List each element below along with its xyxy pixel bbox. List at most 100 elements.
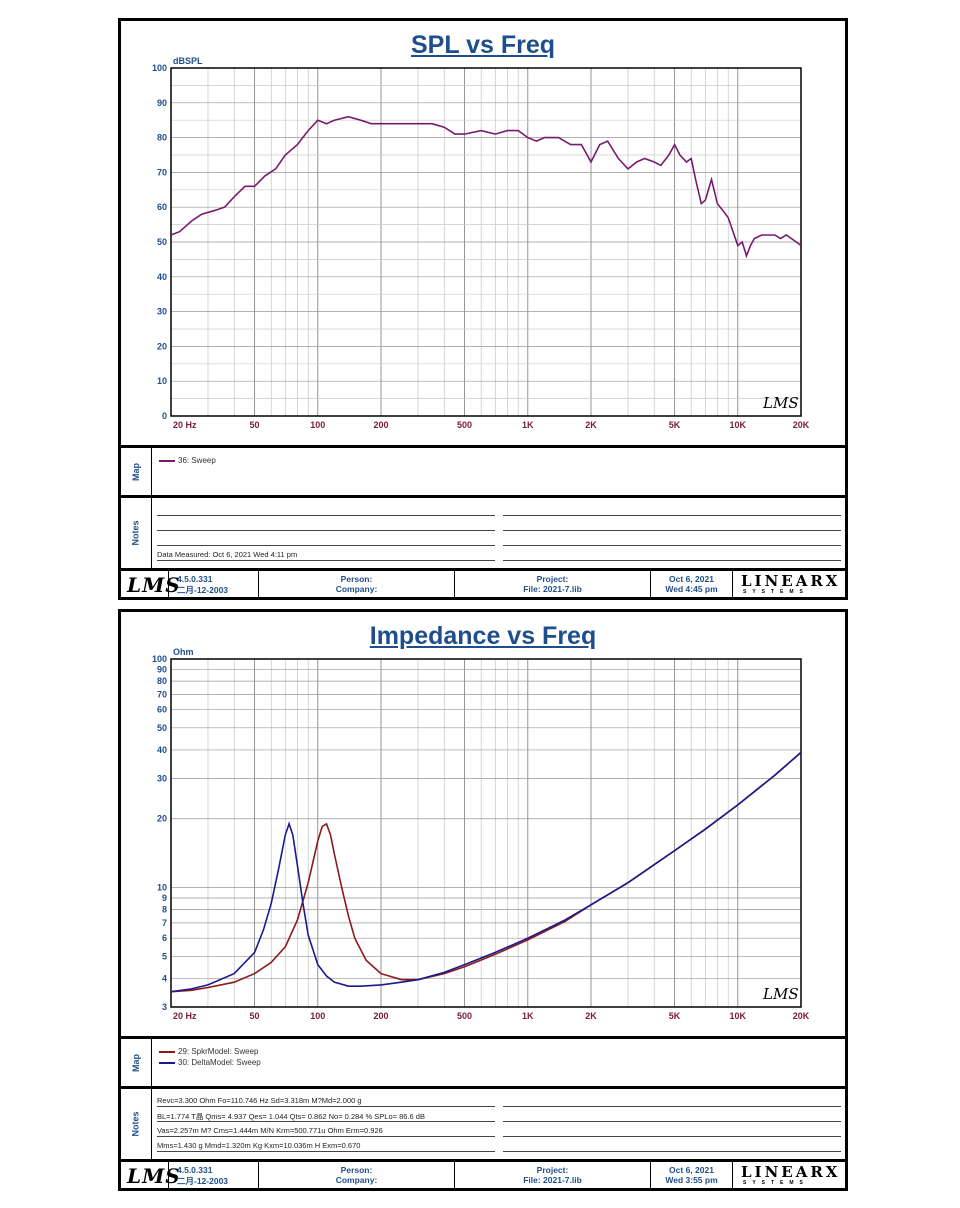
y-tick-label: 0 bbox=[162, 411, 167, 421]
y-tick-label: 100 bbox=[152, 63, 167, 73]
x-tick-label: 100 bbox=[310, 1011, 325, 1021]
x-tick-label: 10K bbox=[730, 420, 747, 430]
y-tick-label: 7 bbox=[162, 918, 167, 928]
note-line bbox=[503, 1106, 841, 1107]
x-tick-label: 50 bbox=[250, 1011, 260, 1021]
note-line bbox=[503, 515, 841, 516]
legend-label: 29: SpkrModel: Sweep bbox=[178, 1047, 259, 1056]
company-label: Company: bbox=[335, 584, 378, 594]
legend-label: 36: Sweep bbox=[178, 456, 216, 465]
x-tick-label: 500 bbox=[457, 420, 472, 430]
note-line bbox=[503, 1151, 841, 1152]
y-tick-label: 10 bbox=[157, 376, 167, 386]
project-label: Project: bbox=[536, 1165, 569, 1175]
y-tick-label: 4 bbox=[162, 973, 167, 983]
x-tick-label: 20 Hz bbox=[173, 1011, 197, 1021]
x-tick-label: 1K bbox=[522, 1011, 534, 1021]
version: 4.5.0.331 bbox=[177, 574, 213, 584]
impedance-plot-area: Impedance vs Freq 3 4 5 6 7 8 9 10 20 30 40 50 60 70 8… bbox=[121, 612, 845, 1039]
y-tick-label: 50 bbox=[157, 723, 167, 733]
legend-item: 29: SpkrModel: Sweep bbox=[159, 1047, 259, 1056]
spl-sheet: SPL vs Freq 0 10 20 30 40 50 60 70 80 90 100 20 Hz 5… bbox=[118, 18, 848, 600]
spl-plot-area: SPL vs Freq 0 10 20 30 40 50 60 70 80 90 100 20 Hz 5… bbox=[121, 21, 845, 448]
y-tick-label: 3 bbox=[162, 1002, 167, 1012]
note-line bbox=[157, 515, 495, 516]
x-tick-label: 1K bbox=[522, 420, 534, 430]
x-tick-label: 50 bbox=[250, 420, 260, 430]
y-tick-label: 40 bbox=[157, 745, 167, 755]
y-tick-label: 100 bbox=[152, 654, 167, 664]
note-line bbox=[157, 1136, 495, 1137]
map-section: Map 29: SpkrModel: Sweep 30: DeltaModel:… bbox=[121, 1039, 845, 1089]
note-line bbox=[157, 530, 495, 531]
note-line bbox=[503, 1121, 841, 1122]
file-label: File: 2021-7.lib bbox=[523, 584, 582, 594]
notes-section: Notes Revc=3.300 Ohm Fo=110.746 Hz Sd=3.… bbox=[121, 1089, 845, 1162]
y-tick-label: 90 bbox=[157, 98, 167, 108]
legend-swatch bbox=[159, 459, 175, 462]
file-label: File: 2021-7.lib bbox=[523, 1175, 582, 1185]
lms-logo: LMS bbox=[127, 573, 181, 597]
y-tick-label: 40 bbox=[157, 272, 167, 282]
impedance-sheet: Impedance vs Freq 3 4 5 6 7 8 9 10 20 30 40 50 60 70 8… bbox=[118, 609, 848, 1191]
note-line bbox=[157, 1106, 495, 1107]
notes-label: Notes bbox=[130, 520, 141, 546]
project-label: Project: bbox=[536, 574, 569, 584]
note-line bbox=[157, 545, 495, 546]
note-line bbox=[157, 1121, 495, 1122]
build-date: 二月-12-2003 bbox=[177, 585, 229, 595]
legend-swatch bbox=[159, 1061, 175, 1064]
x-tick-label: 100 bbox=[310, 420, 325, 430]
note-text: Revc=3.300 Ohm Fo=110.746 Hz Sd=3.318m M… bbox=[157, 1096, 362, 1105]
footer: LMS 4.5.0.331 二月-12-2003 Person: Company… bbox=[121, 1162, 845, 1188]
note-line bbox=[157, 1151, 495, 1152]
y-axis-label: dBSPL bbox=[173, 56, 203, 66]
person-label: Person: bbox=[340, 1165, 373, 1175]
y-tick-label: 9 bbox=[162, 893, 167, 903]
series-line bbox=[170, 115, 802, 259]
y-tick-label: 50 bbox=[157, 237, 167, 247]
y-tick-label: 30 bbox=[157, 773, 167, 783]
version: 4.5.0.331 bbox=[177, 1165, 213, 1175]
legend-label: 30: DeltaModel: Sweep bbox=[178, 1058, 261, 1067]
y-tick-label: 8 bbox=[162, 905, 167, 915]
y-tick-label: 6 bbox=[162, 933, 167, 943]
note-text: Mms=1.430 g Mmd=1.320m Kg Kxm=10.036m H … bbox=[157, 1141, 361, 1150]
y-tick-label: 80 bbox=[157, 676, 167, 686]
linearx-logo: LINEARX SYSTEMS bbox=[741, 572, 841, 595]
x-tick-label: 20K bbox=[793, 1011, 810, 1021]
map-label: Map bbox=[131, 462, 141, 481]
note-text: Data Measured: Oct 6, 2021 Wed 4:11 pm bbox=[157, 550, 298, 559]
y-axis-label: Ohm bbox=[173, 647, 194, 657]
build-date: 二月-12-2003 bbox=[177, 1176, 229, 1186]
notes-label: Notes bbox=[130, 1111, 141, 1137]
plot-frame bbox=[170, 658, 802, 1008]
y-tick-label: 80 bbox=[157, 133, 167, 143]
note-line bbox=[503, 545, 841, 546]
note-text: BL=1.774 T晶 Qms= 4.937 Qes= 1.044 Qts= 0… bbox=[157, 1112, 425, 1121]
y-tick-label: 90 bbox=[157, 664, 167, 674]
series-line bbox=[170, 751, 802, 993]
y-tick-label: 60 bbox=[157, 705, 167, 715]
x-tick-label: 5K bbox=[669, 420, 681, 430]
footer-date: Oct 6, 2021 bbox=[669, 574, 714, 584]
y-tick-label: 70 bbox=[157, 167, 167, 177]
footer-time: Wed 3:55 pm bbox=[665, 1175, 718, 1185]
linearx-logo: LINEARX SYSTEMS bbox=[741, 1163, 841, 1186]
y-tick-label: 10 bbox=[157, 883, 167, 893]
y-tick-label: 20 bbox=[157, 341, 167, 351]
map-label: Map bbox=[131, 1053, 141, 1072]
note-line bbox=[503, 560, 841, 561]
legend-item: 30: DeltaModel: Sweep bbox=[159, 1058, 261, 1067]
y-tick-label: 60 bbox=[157, 202, 167, 212]
x-tick-label: 20 Hz bbox=[173, 420, 197, 430]
note-line bbox=[503, 1136, 841, 1137]
person-label: Person: bbox=[340, 574, 373, 584]
x-tick-label: 20K bbox=[793, 420, 810, 430]
footer: LMS 4.5.0.331 二月-12-2003 Person: Company… bbox=[121, 571, 845, 597]
x-tick-label: 2K bbox=[585, 1011, 597, 1021]
company-label: Company: bbox=[335, 1175, 378, 1185]
y-tick-label: 70 bbox=[157, 689, 167, 699]
note-text: Vas=2.257m M? Cms=1.444m M/N Krm=500.771… bbox=[157, 1126, 383, 1135]
